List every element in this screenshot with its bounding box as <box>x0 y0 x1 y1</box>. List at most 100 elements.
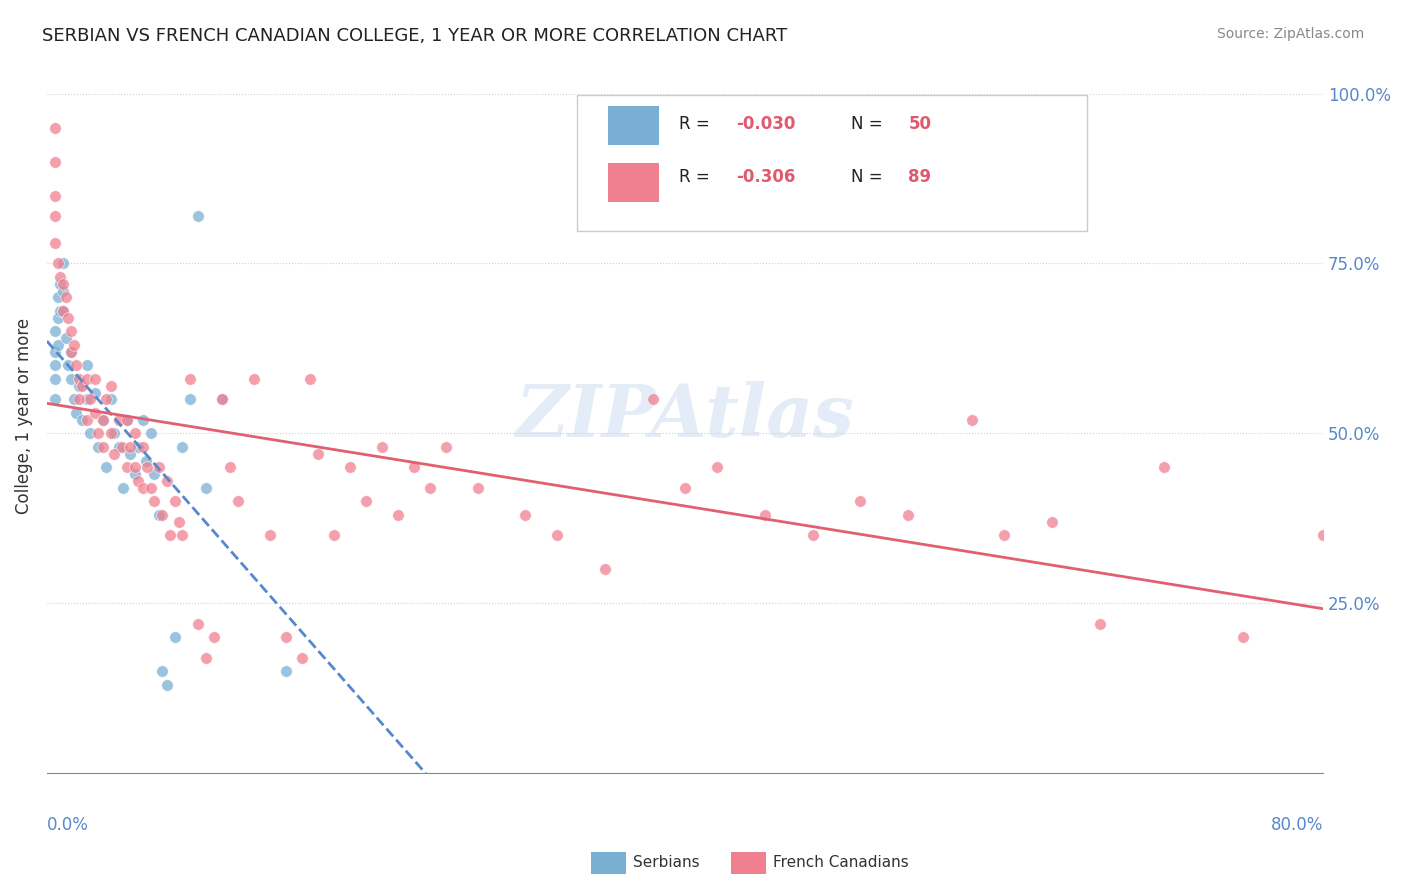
Point <box>276 630 298 644</box>
Point <box>103 426 125 441</box>
Point <box>46 256 69 270</box>
Text: 50: 50 <box>908 115 931 133</box>
Point <box>179 372 201 386</box>
Text: SERBIAN VS FRENCH CANADIAN COLLEGE, 1 YEAR OR MORE CORRELATION CHART: SERBIAN VS FRENCH CANADIAN COLLEGE, 1 YE… <box>42 27 787 45</box>
Point <box>67 379 90 393</box>
Point <box>83 385 105 400</box>
Point <box>187 209 209 223</box>
Point <box>67 392 90 407</box>
Point <box>467 481 489 495</box>
Point <box>211 392 233 407</box>
Point <box>643 392 665 407</box>
Point <box>63 392 86 407</box>
Point <box>148 508 170 522</box>
Point <box>1040 515 1063 529</box>
Point <box>897 508 920 522</box>
Point <box>44 236 66 251</box>
Point <box>139 481 162 495</box>
Point <box>107 440 129 454</box>
Point <box>139 426 162 441</box>
Point <box>228 494 250 508</box>
Point <box>515 508 537 522</box>
Point <box>52 284 75 298</box>
Point <box>371 440 394 454</box>
Point <box>1232 630 1254 644</box>
Point <box>44 392 66 407</box>
Point <box>52 304 75 318</box>
Point <box>354 494 377 508</box>
Text: -0.030: -0.030 <box>737 115 796 133</box>
Point <box>155 678 177 692</box>
Point <box>150 508 173 522</box>
Point <box>142 467 165 482</box>
Point <box>299 372 322 386</box>
Point <box>593 562 616 576</box>
Text: N =: N = <box>851 115 887 133</box>
Point <box>187 616 209 631</box>
Point <box>195 650 218 665</box>
Point <box>387 508 409 522</box>
Point <box>960 413 983 427</box>
Point <box>118 447 141 461</box>
Point <box>83 372 105 386</box>
Point <box>44 120 66 135</box>
Point <box>211 392 233 407</box>
Text: French Canadians: French Canadians <box>773 855 910 870</box>
Point <box>115 460 138 475</box>
Point <box>1312 528 1334 542</box>
Point <box>136 460 159 475</box>
Point <box>87 440 110 454</box>
Point <box>673 481 696 495</box>
Point <box>76 392 98 407</box>
Point <box>52 277 75 291</box>
Point <box>155 474 177 488</box>
Point <box>65 359 87 373</box>
Point <box>148 460 170 475</box>
Point <box>163 630 186 644</box>
Point <box>48 304 70 318</box>
Point <box>115 413 138 427</box>
Point <box>56 359 79 373</box>
Text: 89: 89 <box>908 169 932 186</box>
Point <box>91 413 114 427</box>
Y-axis label: College, 1 year or more: College, 1 year or more <box>15 318 32 515</box>
Point <box>179 392 201 407</box>
Text: 80.0%: 80.0% <box>1271 816 1323 834</box>
Point <box>91 413 114 427</box>
Point <box>44 325 66 339</box>
Text: N =: N = <box>851 169 887 186</box>
Text: R =: R = <box>679 115 714 133</box>
Point <box>169 515 191 529</box>
Text: R =: R = <box>679 169 714 186</box>
Point <box>118 440 141 454</box>
Point <box>307 447 329 461</box>
Point <box>172 528 194 542</box>
Point <box>131 481 153 495</box>
Point <box>46 310 69 325</box>
Text: ZIPAtlas: ZIPAtlas <box>516 381 855 452</box>
Point <box>849 494 872 508</box>
Point <box>1088 616 1111 631</box>
Point <box>339 460 361 475</box>
Point <box>100 392 122 407</box>
Point <box>127 440 149 454</box>
Point <box>124 426 146 441</box>
Text: Serbians: Serbians <box>633 855 699 870</box>
FancyBboxPatch shape <box>576 95 1087 231</box>
Point <box>44 188 66 202</box>
Point <box>83 406 105 420</box>
Point <box>135 453 157 467</box>
Point <box>419 481 441 495</box>
Point <box>76 413 98 427</box>
Point <box>107 413 129 427</box>
Point <box>754 508 776 522</box>
Bar <box>609 106 659 145</box>
Point <box>202 630 225 644</box>
Point <box>91 440 114 454</box>
Point <box>94 460 117 475</box>
Point <box>48 277 70 291</box>
Point <box>323 528 346 542</box>
Point <box>67 372 90 386</box>
Point <box>52 256 75 270</box>
Point <box>546 528 568 542</box>
